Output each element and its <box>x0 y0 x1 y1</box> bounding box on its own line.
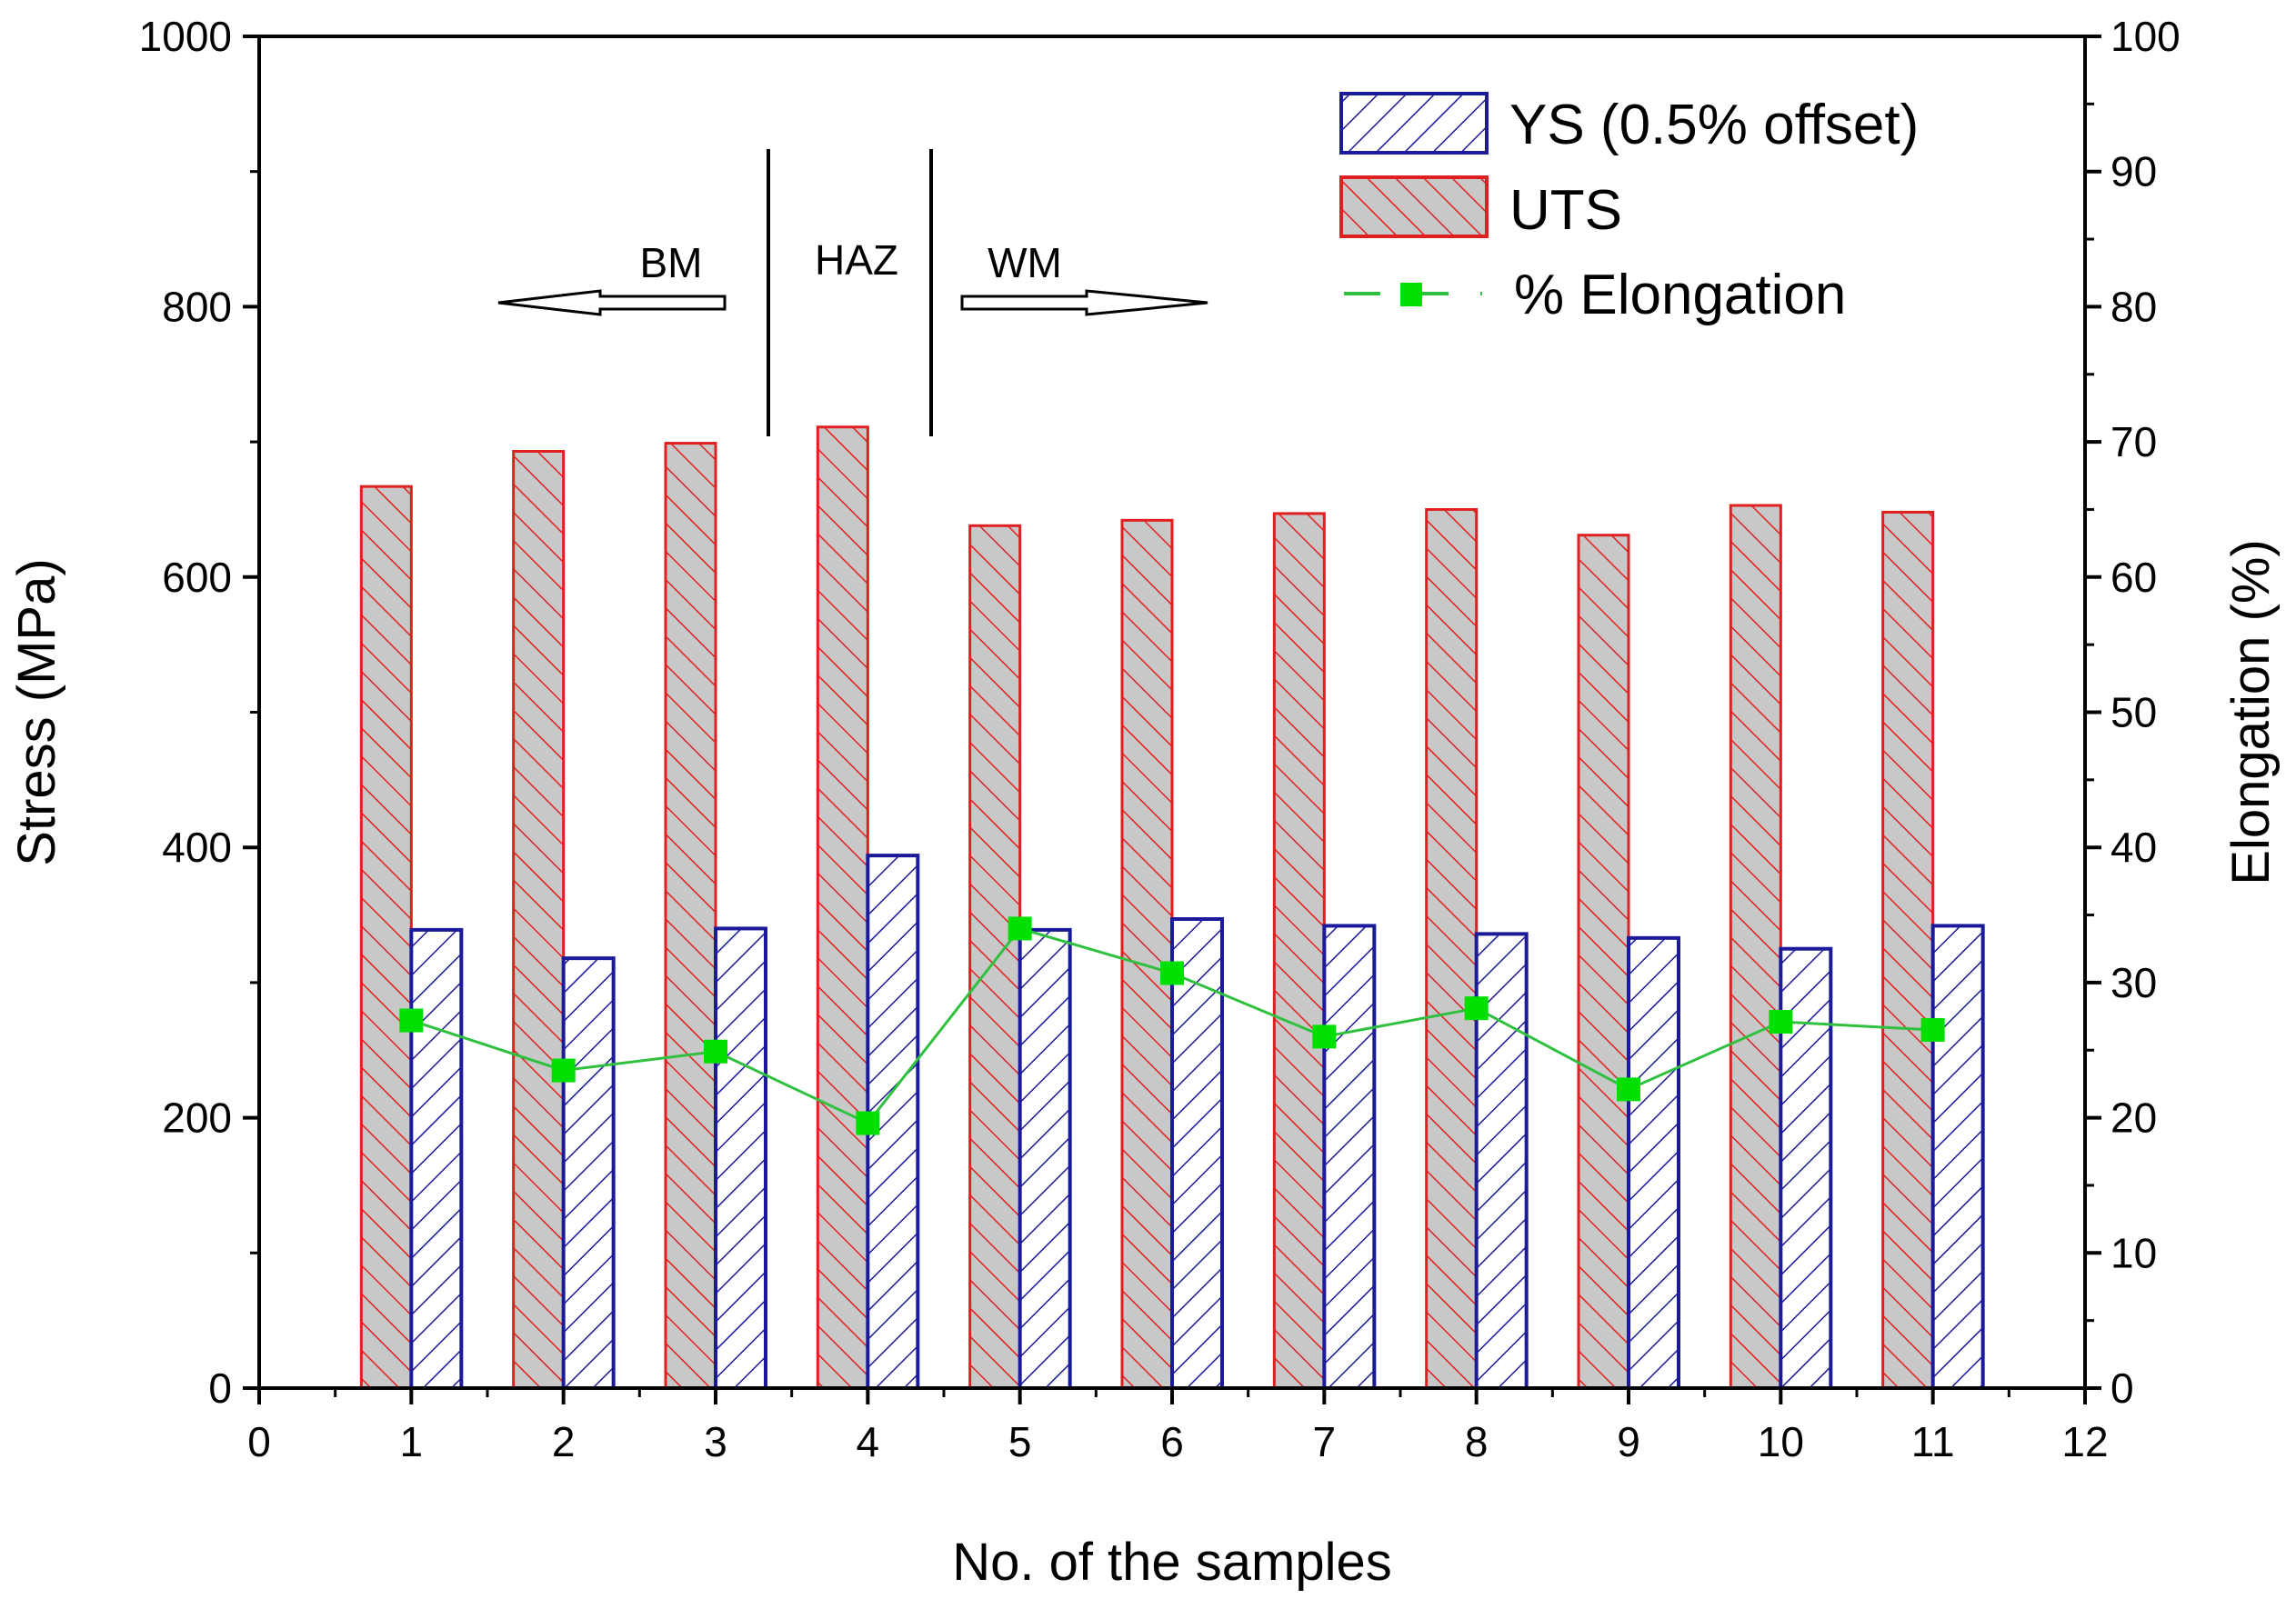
x-axis-title: No. of the samples <box>952 1533 1392 1592</box>
y-tick-label: 1000 <box>139 13 232 60</box>
y-tick-label: 600 <box>162 554 232 601</box>
x-tick-label: 0 <box>247 1418 271 1465</box>
ys-bar <box>1018 927 1072 1390</box>
x-tick-label: 1 <box>400 1418 424 1465</box>
y2-tick-label: 70 <box>2111 418 2157 465</box>
uts-bar <box>1272 512 1326 1390</box>
legend-elongation-marker <box>1400 283 1422 306</box>
uts-bar <box>816 425 869 1390</box>
uts-bar <box>1425 507 1479 1390</box>
elongation-point <box>1769 1010 1793 1034</box>
uts-bar <box>1120 518 1174 1390</box>
x-tick-label: 12 <box>2061 1418 2108 1465</box>
legend-uts-swatch <box>1339 175 1489 238</box>
uts-bar <box>968 524 1022 1390</box>
legend-ys-label: YS (0.5% offset) <box>1509 94 1919 156</box>
y-axis-title: Stress (MPa) <box>7 558 66 865</box>
arrow-right-icon <box>960 289 1208 316</box>
y-tick-label: 200 <box>162 1094 232 1142</box>
y2-tick-label: 40 <box>2111 824 2157 871</box>
x-tick-label: 3 <box>704 1418 727 1465</box>
x-tick-label: 6 <box>1160 1418 1184 1465</box>
x-tick-label: 2 <box>552 1418 576 1465</box>
x-tick-label: 10 <box>1758 1418 1804 1465</box>
haz-label: HAZ <box>815 236 898 284</box>
elongation-point <box>1920 1017 1945 1042</box>
legend-elongation-label: % Elongation <box>1514 264 1846 326</box>
legend-ys-swatch <box>1339 92 1489 155</box>
arrow-left-icon <box>497 289 727 316</box>
uts-bar <box>359 485 413 1390</box>
elongation-point <box>704 1039 727 1064</box>
x-tick-label: 8 <box>1465 1418 1489 1465</box>
uts-bar <box>1577 534 1630 1390</box>
y2-tick-label: 60 <box>2111 554 2157 601</box>
y2-tick-label: 100 <box>2111 13 2181 60</box>
elongation-point <box>1008 916 1032 941</box>
elongation-point <box>1464 996 1489 1021</box>
uts-bar <box>1729 504 1782 1390</box>
ys-bar <box>561 956 616 1391</box>
elongation-point <box>856 1111 880 1135</box>
ys-bar <box>1930 924 1985 1390</box>
uts-bar <box>512 450 566 1390</box>
ys-bar <box>409 927 464 1390</box>
elongation-point <box>1617 1077 1640 1102</box>
elongation-point <box>1160 961 1184 985</box>
y2-tick-label: 20 <box>2111 1094 2157 1142</box>
elongation-point <box>551 1058 576 1083</box>
ys-bar <box>1627 935 1680 1390</box>
x-tick-label: 9 <box>1617 1418 1640 1465</box>
uts-bar <box>1881 510 1935 1390</box>
x-tick-label: 5 <box>1008 1418 1032 1465</box>
y2-tick-label: 0 <box>2111 1364 2134 1412</box>
wm-label: WM <box>988 239 1062 286</box>
elongation-point <box>399 1008 424 1033</box>
y2-tick-label: 30 <box>2111 959 2157 1006</box>
ys-bar <box>714 926 767 1390</box>
uts-bar <box>664 442 717 1390</box>
bm-label: BM <box>640 239 703 286</box>
y2-tick-label: 10 <box>2111 1229 2157 1276</box>
elongation-point <box>1312 1024 1337 1049</box>
legend-uts-label: UTS <box>1509 179 1622 242</box>
y2-tick-label: 80 <box>2111 283 2157 330</box>
y2-tick-label: 90 <box>2111 148 2157 195</box>
ys-bar <box>1322 924 1377 1390</box>
y-tick-label: 800 <box>162 283 232 330</box>
x-tick-label: 11 <box>1911 1418 1955 1465</box>
y2-tick-label: 50 <box>2111 689 2157 736</box>
x-tick-label: 4 <box>857 1418 880 1465</box>
y-tick-label: 0 <box>208 1364 232 1412</box>
x-tick-label: 7 <box>1313 1418 1337 1465</box>
y2-axis-title: Elongation (%) <box>2221 539 2281 884</box>
y-tick-label: 400 <box>162 824 232 871</box>
